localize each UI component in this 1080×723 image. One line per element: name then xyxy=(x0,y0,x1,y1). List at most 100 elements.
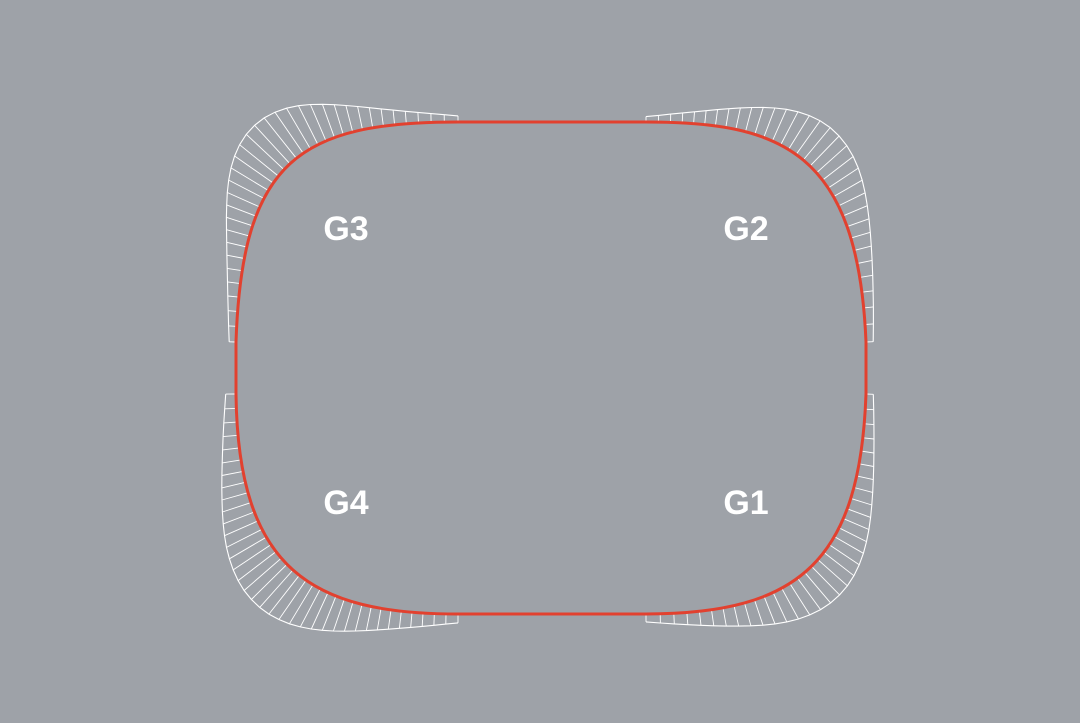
comb-tooth xyxy=(823,552,855,577)
comb-tooth xyxy=(221,481,246,489)
comb-tooth xyxy=(286,107,311,149)
comb-tooth xyxy=(763,596,776,625)
curvature-combs xyxy=(221,103,875,632)
comb-envelope xyxy=(221,394,459,632)
comb-tooth xyxy=(781,587,799,620)
corner-label-g1: G1 xyxy=(723,484,768,522)
comb-tooth xyxy=(802,127,831,161)
comb-tooth xyxy=(846,218,870,228)
comb-tooth xyxy=(230,167,269,191)
comb-tooth xyxy=(711,609,715,626)
comb-tooth xyxy=(859,274,873,278)
comb-tooth xyxy=(698,611,702,626)
comb-tooth xyxy=(387,609,392,630)
comb-tooth xyxy=(365,606,372,631)
comb-tooth xyxy=(268,575,300,615)
comb-tooth xyxy=(226,216,253,227)
comb-tooth xyxy=(392,110,396,125)
comb-envelope xyxy=(645,394,875,627)
comb-tooth xyxy=(245,133,285,171)
comb-tooth xyxy=(864,423,874,426)
comb-tooth xyxy=(226,528,263,548)
comb-tooth xyxy=(251,563,288,600)
comb-tooth xyxy=(850,497,872,506)
comb-tooth xyxy=(417,112,419,124)
comb-tooth xyxy=(735,107,741,130)
comb-tooth xyxy=(725,108,730,128)
curvature-comb-bottom-left xyxy=(221,393,459,632)
comb-tooth xyxy=(278,579,307,620)
comb-tooth xyxy=(816,145,848,174)
comb-envelope xyxy=(225,103,459,342)
comb-tooth xyxy=(861,290,874,293)
comb-tooth xyxy=(404,111,407,124)
comb-tooth xyxy=(771,109,787,142)
comb-tooth xyxy=(259,569,294,608)
comb-tooth xyxy=(681,112,684,123)
comb-tooth xyxy=(809,135,840,167)
comb-tooth xyxy=(859,463,874,467)
comb-tooth xyxy=(380,108,384,127)
comb-tooth xyxy=(763,107,776,138)
comb-tooth xyxy=(226,241,247,248)
comb-tooth xyxy=(221,470,244,476)
comb-tooth xyxy=(222,502,252,513)
comb-tooth xyxy=(863,306,874,309)
comb-tooth xyxy=(789,583,811,616)
comb-tooth xyxy=(357,106,363,130)
comb-tooth xyxy=(310,592,329,630)
comb-tooth xyxy=(223,511,255,525)
comb-tooth xyxy=(788,115,810,150)
comb-tooth xyxy=(754,599,764,626)
comb-tooth xyxy=(309,104,327,142)
comb-tooth xyxy=(847,508,871,518)
comb-tooth xyxy=(744,602,752,626)
comb-tooth xyxy=(229,536,267,560)
comb-tooth xyxy=(223,434,239,438)
comb-tooth xyxy=(227,267,243,272)
comb-tooth xyxy=(228,179,265,199)
comb-tooth xyxy=(673,613,675,624)
comb-tooth xyxy=(232,544,272,571)
comb-tooth xyxy=(234,155,274,184)
comb-tooth xyxy=(854,245,872,251)
comb-tooth xyxy=(254,124,291,165)
comb-tooth xyxy=(321,104,335,138)
comb-tooth xyxy=(853,487,873,493)
comb-tooth xyxy=(227,295,239,298)
comb-tooth xyxy=(343,601,354,632)
comb-tooth xyxy=(745,107,753,132)
comb-tooth xyxy=(693,111,695,124)
rounded-rectangle-outline xyxy=(234,120,868,616)
comb-tooth xyxy=(345,105,354,133)
comb-tooth xyxy=(827,167,859,189)
comb-tooth xyxy=(833,179,863,197)
comb-tooth xyxy=(797,577,821,610)
curvature-comb-bottom-right xyxy=(645,393,875,627)
comb-tooth xyxy=(829,544,860,566)
comb-tooth xyxy=(243,557,282,591)
comb-tooth xyxy=(838,527,867,543)
comb-tooth xyxy=(321,595,337,631)
comb-tooth xyxy=(421,612,424,627)
comb-tooth xyxy=(226,254,245,259)
comb-tooth xyxy=(410,612,413,628)
comb-tooth xyxy=(714,109,719,126)
curvature-comb-top-left xyxy=(225,103,459,343)
corner-label-g4: G4 xyxy=(323,484,368,522)
comb-tooth xyxy=(811,565,840,596)
comb-envelope xyxy=(645,106,874,342)
comb-tooth xyxy=(843,518,870,530)
comb-tooth xyxy=(686,612,689,625)
comb-tooth xyxy=(221,492,249,501)
comb-tooth xyxy=(704,110,707,125)
comb-tooth xyxy=(857,259,873,264)
corner-label-g2: G2 xyxy=(723,210,768,248)
curvature-comb-top-right xyxy=(645,106,874,343)
comb-tooth xyxy=(222,459,242,464)
comb-tooth xyxy=(263,117,297,159)
comb-tooth xyxy=(754,107,764,135)
comb-tooth xyxy=(780,111,799,146)
comb-tooth xyxy=(297,105,319,145)
